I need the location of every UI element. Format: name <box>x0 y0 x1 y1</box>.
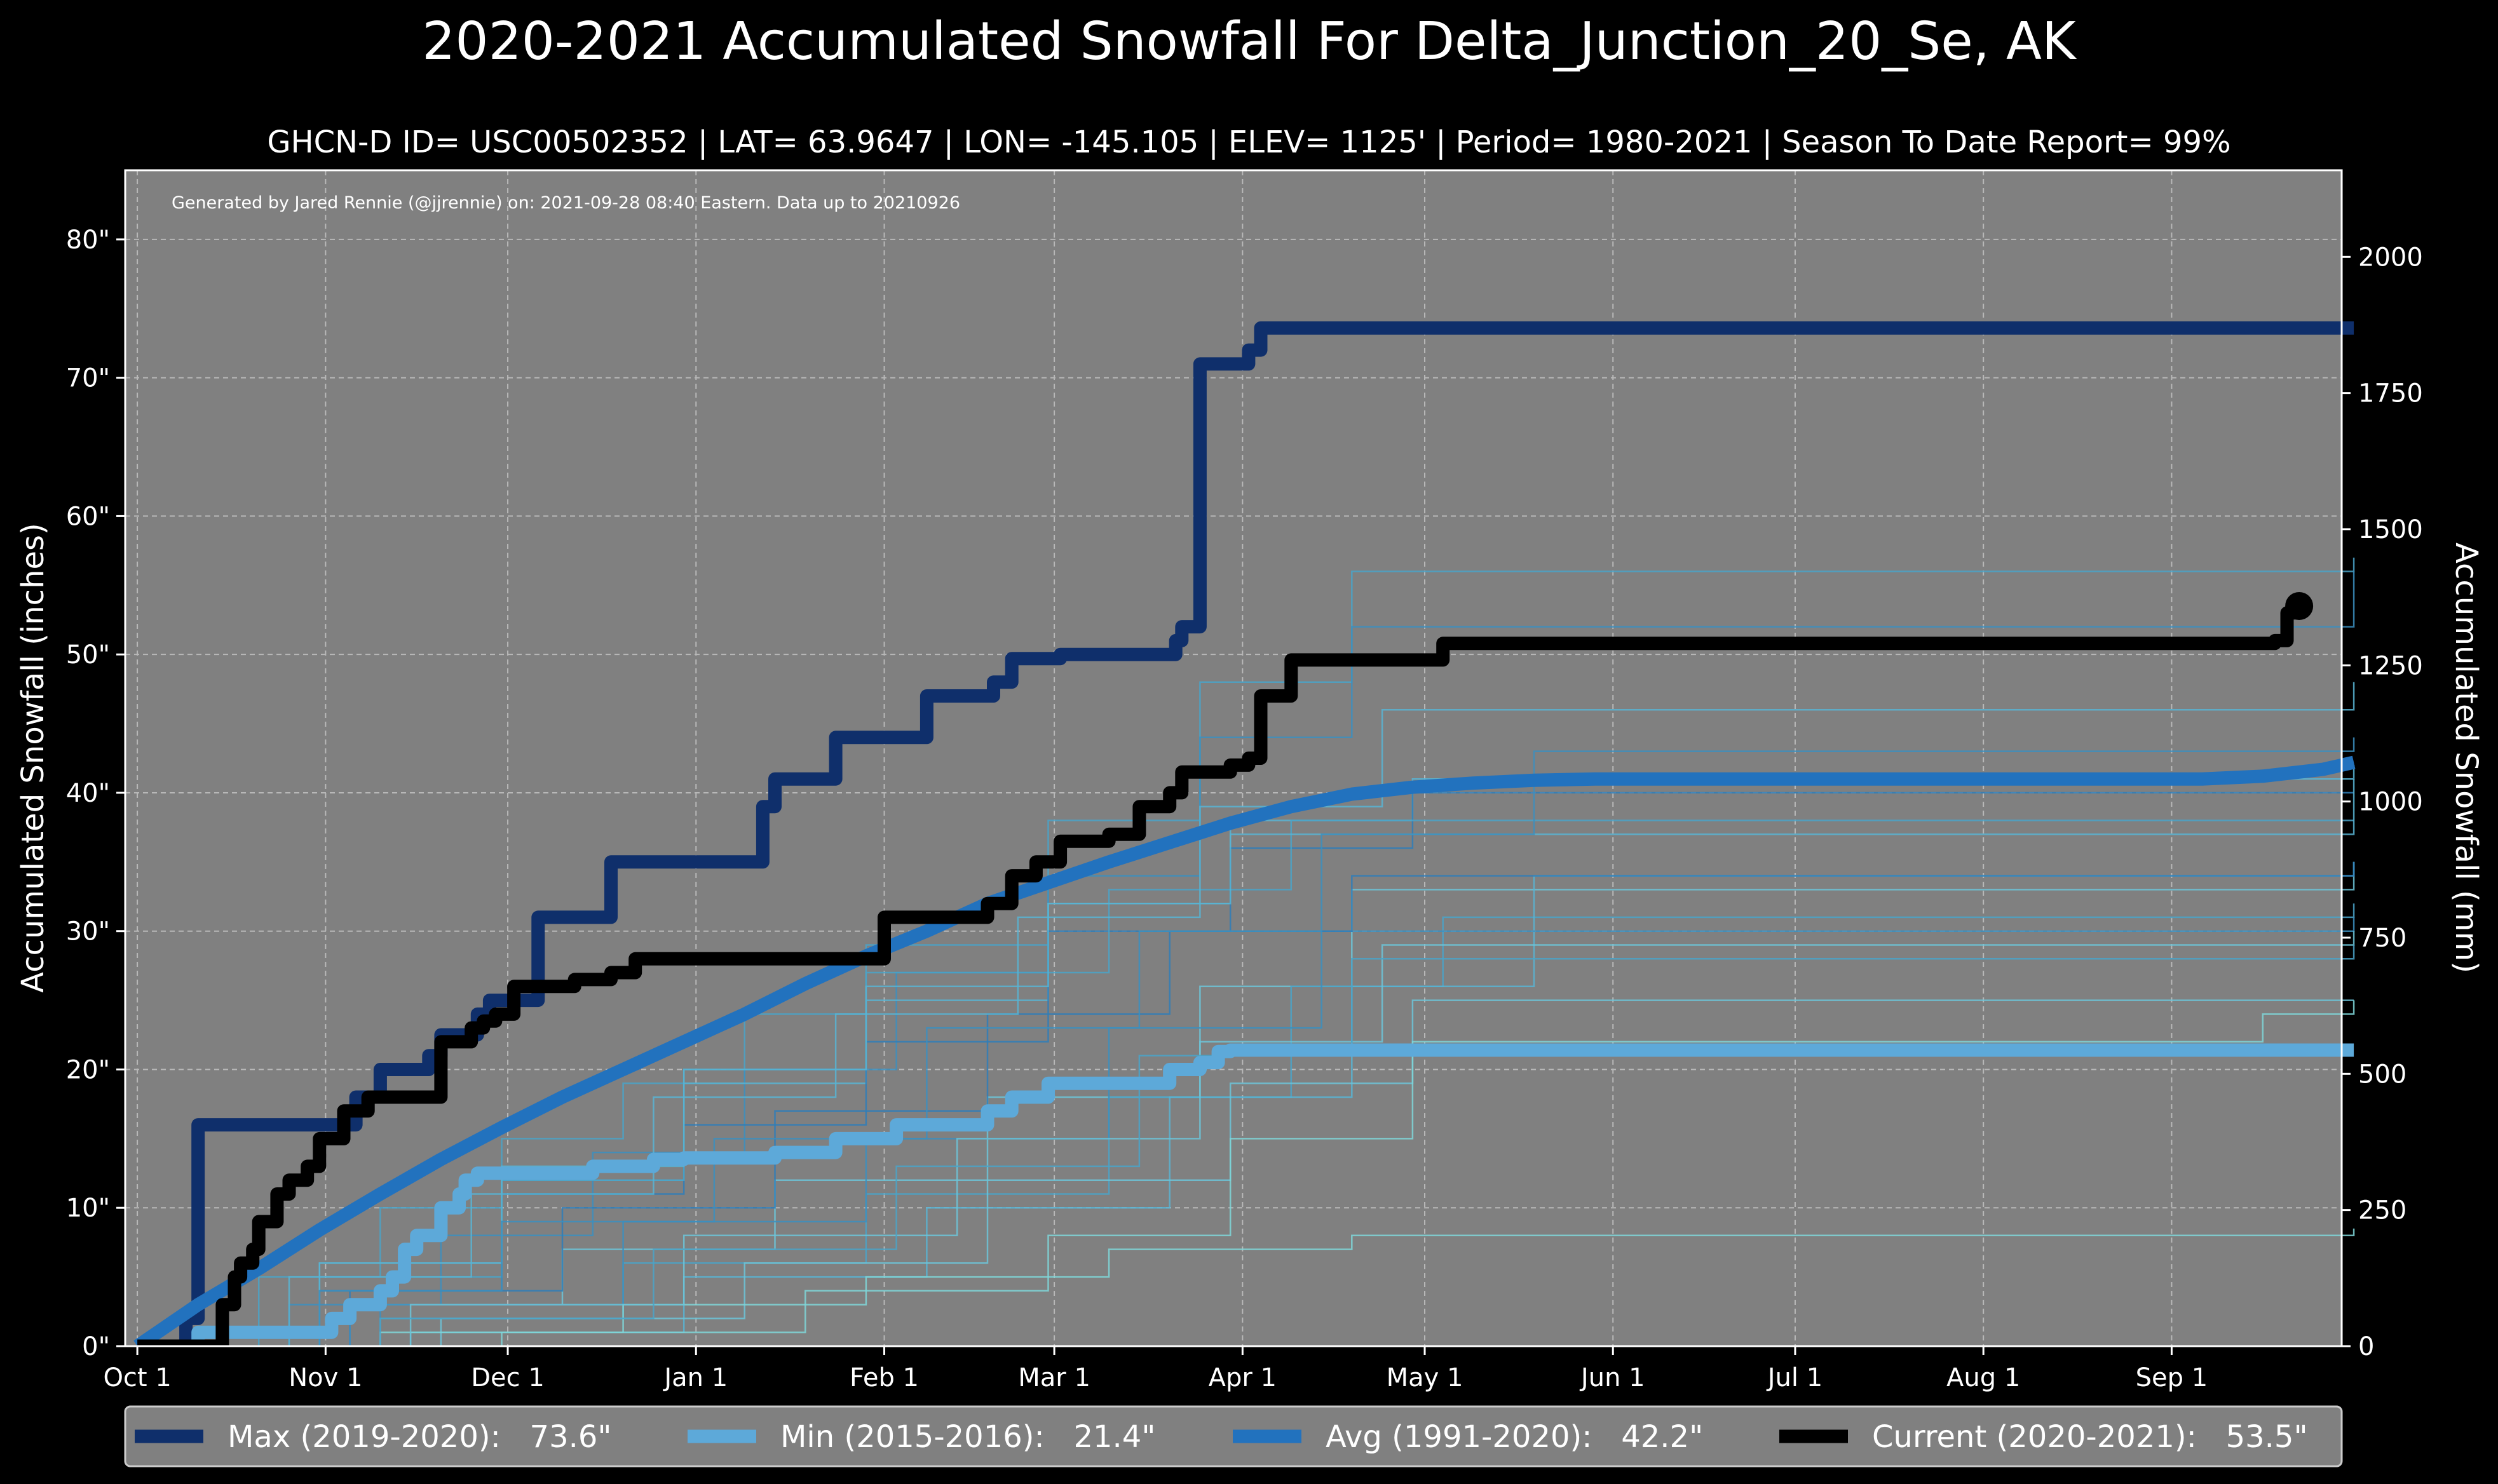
min-series-line <box>137 1043 2354 1353</box>
legend: Max (2019-2020): 73.6" Min (2015-2016): 2… <box>124 1405 2343 1467</box>
plot-frame <box>124 169 2343 1347</box>
x-tick-label: Jan 1 <box>662 1363 728 1393</box>
historical-season-line <box>137 737 2355 1347</box>
y2-tick-label: 1250 <box>2358 651 2423 680</box>
x-tick-label: Feb 1 <box>850 1363 919 1393</box>
y2-tick-label: 2000 <box>2358 243 2423 272</box>
historical-season-line <box>137 931 2355 1347</box>
historical-season-line <box>137 1000 2355 1347</box>
y2-tick-label: 1000 <box>2358 788 2423 817</box>
y2-tick-label: 0 <box>2358 1332 2374 1361</box>
x-tick-label: Jun 1 <box>1579 1363 1645 1393</box>
x-tick-label: Dec 1 <box>471 1363 545 1393</box>
current-end-marker <box>2285 591 2314 620</box>
historical-season-lines <box>137 557 2355 1347</box>
chart-subtitle: GHCN-D ID= USC00502352 | LAT= 63.9647 | … <box>267 125 2231 160</box>
plot-area <box>125 170 2342 1346</box>
y-tick-label: 60" <box>66 502 110 531</box>
x-tick-label: Apr 1 <box>1209 1363 1277 1393</box>
y-tick-label: 30" <box>66 917 110 947</box>
y2-tick-label: 750 <box>2358 924 2406 953</box>
y2-tick-label: 250 <box>2358 1196 2406 1225</box>
legend-label: Avg (1991-2020): 42.2" <box>1326 1419 1703 1455</box>
x-tick-label: May 1 <box>1387 1363 1463 1393</box>
x-tick-label: Mar 1 <box>1018 1363 1090 1393</box>
legend-label: Max (2019-2020): 73.6" <box>227 1419 611 1455</box>
summary-series-lines <box>133 321 2356 1353</box>
chart-title: 2020-2021 Accumulated Snowfall For Delta… <box>422 11 2076 72</box>
x-tick-label: Sep 1 <box>2136 1363 2208 1393</box>
y2-axis-label: Accumulated Snowfall (mm) <box>2448 543 2484 973</box>
x-axis-ticks: Oct 1 Nov 1 Dec 1 Jan 1 Feb 1 Mar 1 Apr 1 May 1… <box>103 1346 2208 1393</box>
y-tick-label: 80" <box>66 226 110 255</box>
historical-season-line <box>137 945 2355 1347</box>
x-tick-label: Oct 1 <box>103 1363 171 1393</box>
y-axis-ticks: 0" 10" 20" 30" 40" 50" 60" 70" 80" <box>66 226 125 1361</box>
y-tick-label: 40" <box>66 779 110 808</box>
x-tick-label: Nov 1 <box>288 1363 362 1393</box>
y2-tick-label: 1500 <box>2358 515 2423 544</box>
historical-season-line <box>137 779 2355 1347</box>
credit-note: Generated by Jared Rennie (@jjrennie) on… <box>172 193 960 213</box>
y-tick-label: 20" <box>66 1055 110 1084</box>
y-axis-label: Accumulated Snowfall (inches) <box>15 523 51 993</box>
avg-series-line <box>133 755 2356 1352</box>
x-tick-label: Aug 1 <box>1946 1363 2020 1393</box>
current-series-line <box>137 606 2306 1353</box>
y-tick-label: 0" <box>82 1332 110 1361</box>
y2-tick-label: 1750 <box>2358 379 2423 408</box>
y2-tick-label: 500 <box>2358 1060 2406 1089</box>
legend-label: Current (2020-2021): 53.5" <box>1872 1419 2308 1455</box>
y-tick-label: 70" <box>66 364 110 393</box>
y-tick-label: 50" <box>66 640 110 670</box>
y-tick-label: 10" <box>66 1194 110 1223</box>
current-marker-layer <box>2285 591 2314 620</box>
x-tick-label: Jul 1 <box>1766 1363 1823 1393</box>
y2-axis-ticks: 0 250 500 750 1000 1250 1500 1750 2000 <box>2342 243 2423 1361</box>
max-series-line <box>137 321 2354 1353</box>
legend-label: Min (2015-2016): 21.4" <box>780 1419 1155 1455</box>
